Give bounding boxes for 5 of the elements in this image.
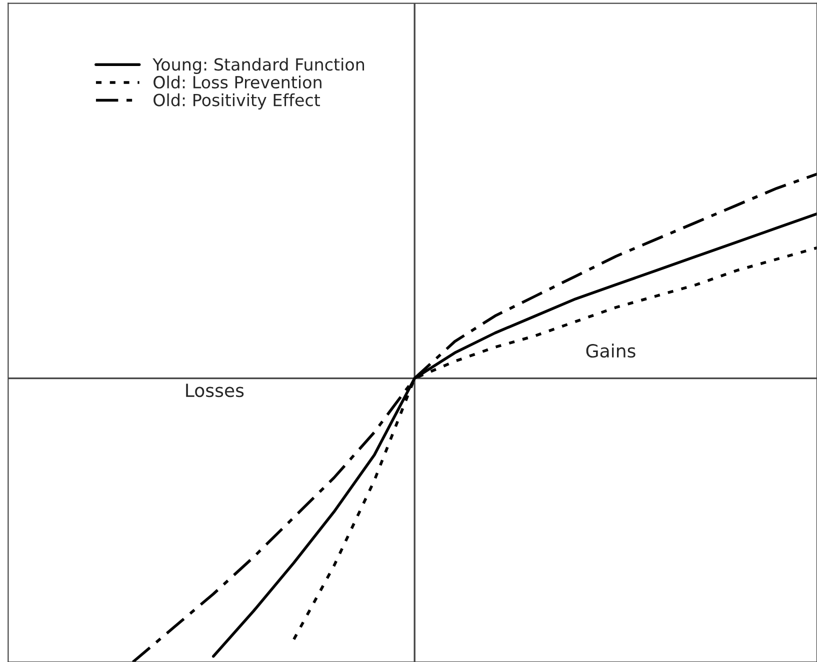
annotation: Losses (186, 384, 244, 398)
legend-label: Young: Standard Function (152, 58, 364, 74)
annotation: Gains (586, 344, 636, 358)
legend-label: Old: Loss Prevention (154, 76, 322, 89)
legend-label: Old: Positivity Effect (154, 93, 320, 110)
